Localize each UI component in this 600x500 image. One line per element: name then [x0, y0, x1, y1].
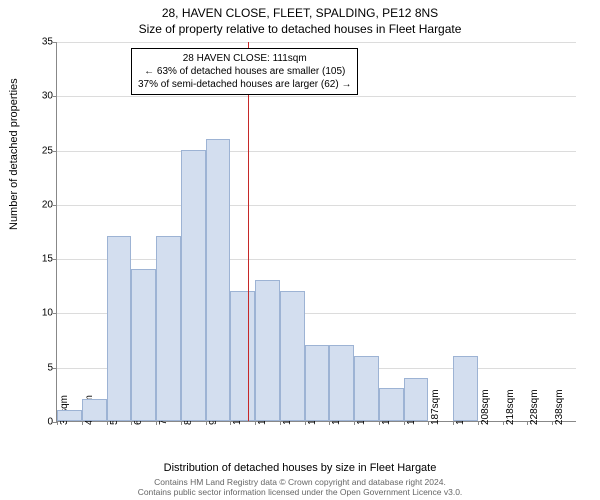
- histogram-bar: [131, 269, 156, 421]
- reference-line: [248, 42, 249, 421]
- histogram-plot-area: 28 HAVEN CLOSE: 111sqm ← 63% of detached…: [56, 42, 576, 422]
- annotation-line-1: 28 HAVEN CLOSE: 111sqm: [138, 52, 351, 65]
- histogram-bar: [82, 399, 107, 421]
- chart-title-description: Size of property relative to detached ho…: [0, 22, 600, 36]
- chart-title-address: 28, HAVEN CLOSE, FLEET, SPALDING, PE12 8…: [0, 6, 600, 20]
- histogram-bar: [181, 150, 206, 421]
- x-tick-mark: [354, 421, 355, 425]
- histogram-bar: [404, 378, 429, 421]
- x-tick-mark: [503, 421, 504, 425]
- histogram-bar: [57, 410, 82, 421]
- histogram-bar: [255, 280, 280, 421]
- histogram-bar: [354, 356, 379, 421]
- annotation-box: 28 HAVEN CLOSE: 111sqm ← 63% of detached…: [131, 48, 358, 95]
- footer-line-1: Contains HM Land Registry data © Crown c…: [0, 477, 600, 488]
- histogram-bar: [280, 291, 305, 421]
- histogram-bar: [379, 388, 404, 421]
- histogram-bar: [305, 345, 330, 421]
- x-tick-mark: [82, 421, 83, 425]
- x-tick-mark: [181, 421, 182, 425]
- x-tick-mark: [107, 421, 108, 425]
- x-axis-label: Distribution of detached houses by size …: [0, 462, 600, 474]
- annotation-line-2: ← 63% of detached houses are smaller (10…: [138, 65, 351, 78]
- footer-attribution: Contains HM Land Registry data © Crown c…: [0, 477, 600, 498]
- x-tick-mark: [255, 421, 256, 425]
- x-tick-mark: [379, 421, 380, 425]
- x-tick-mark: [305, 421, 306, 425]
- x-tick-mark: [156, 421, 157, 425]
- footer-line-2: Contains public sector information licen…: [0, 487, 600, 498]
- x-tick-mark: [206, 421, 207, 425]
- x-tick-mark: [280, 421, 281, 425]
- x-tick-mark: [404, 421, 405, 425]
- histogram-bar: [453, 356, 478, 421]
- histogram-bar: [107, 236, 132, 421]
- annotation-line-3: 37% of semi-detached houses are larger (…: [138, 78, 351, 91]
- chart-title-block: 28, HAVEN CLOSE, FLEET, SPALDING, PE12 8…: [0, 0, 600, 36]
- histogram-bar: [329, 345, 354, 421]
- x-tick-mark: [478, 421, 479, 425]
- histogram-bar: [156, 236, 181, 421]
- histogram-bar: [230, 291, 255, 421]
- x-tick-mark: [57, 421, 58, 425]
- histogram-bar: [206, 139, 231, 421]
- y-axis-label: Number of detached properties: [8, 78, 20, 230]
- bars-layer: [57, 42, 576, 421]
